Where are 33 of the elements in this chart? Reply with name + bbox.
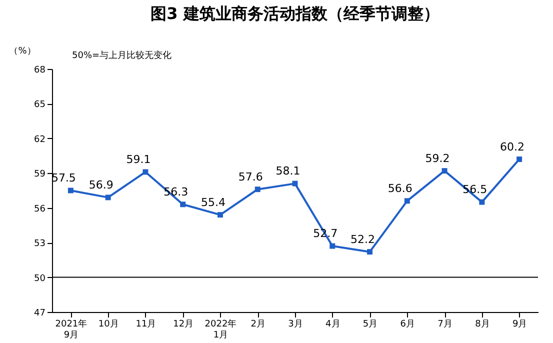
x-tick-label: 6月 xyxy=(400,320,416,330)
y-axis-title: （%） xyxy=(9,46,36,56)
data-label: 55.4 xyxy=(200,196,226,209)
x-tick-label: 5月 xyxy=(362,320,378,330)
x-tick-label: 2021年 9月 xyxy=(55,318,88,340)
data-label: 58.1 xyxy=(276,164,300,178)
data-label: 56.9 xyxy=(88,178,114,192)
y-tick-label: 68 xyxy=(34,66,46,76)
data-label: 57.6 xyxy=(238,170,263,184)
y-tick-label: 56 xyxy=(34,204,46,214)
data-label: 52.2 xyxy=(350,232,376,246)
y-tick-label: 62 xyxy=(34,134,46,145)
x-tick-label: 2022年 1月 xyxy=(204,318,237,340)
x-tick-label: 9月 xyxy=(512,320,528,330)
y-tick-label: 53 xyxy=(34,239,46,250)
data-label: 59.1 xyxy=(126,152,151,166)
chart-title: 图3 建筑业商务活动指数（经季节调整） xyxy=(150,4,440,23)
y-tick-label: 59 xyxy=(34,170,46,180)
x-tick-label: 2月 xyxy=(250,320,266,330)
x-tick-label: 8月 xyxy=(475,320,490,330)
x-tick-label: 12月 xyxy=(173,320,194,330)
data-label: 60.2 xyxy=(500,140,525,154)
y-tick-label: 47 xyxy=(34,308,46,318)
y-tick-label: 50 xyxy=(34,274,46,284)
x-tick-label: 4月 xyxy=(326,320,340,330)
x-tick-label: 7月 xyxy=(438,320,452,330)
y-tick-label: 65 xyxy=(34,100,46,110)
x-tick-label: 3月 xyxy=(288,320,303,330)
data-label: 59.2 xyxy=(425,152,450,165)
x-tick-label: 10月 xyxy=(98,320,119,330)
x-tick-label: 11月 xyxy=(136,320,156,330)
data-label: 56.6 xyxy=(388,182,412,195)
text: 50%=与上月比较无变化 xyxy=(72,50,172,61)
